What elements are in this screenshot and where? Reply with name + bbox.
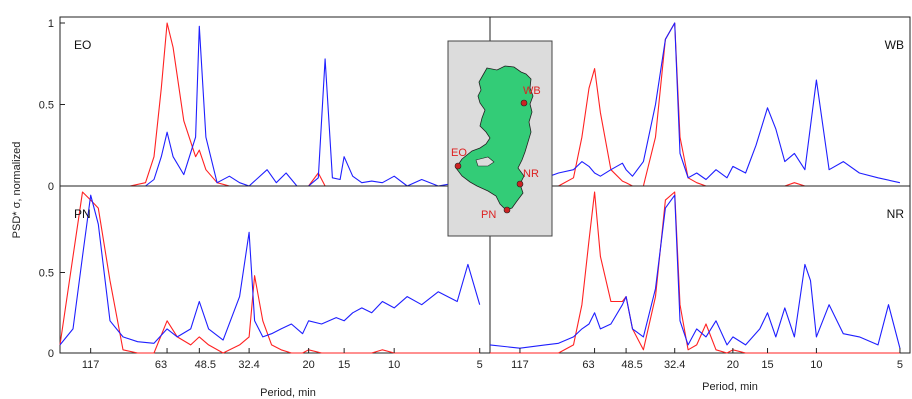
x-tick-label: 63 bbox=[582, 359, 594, 371]
x-tick-label: 117 bbox=[511, 359, 529, 371]
panel-frame bbox=[489, 16, 911, 187]
x-tick-label: 10 bbox=[388, 359, 400, 371]
x-tick-label: 15 bbox=[338, 359, 350, 371]
x-axis-label-left: Period, min bbox=[260, 387, 316, 399]
site-label: PN bbox=[481, 209, 496, 221]
panel-label: NR bbox=[887, 207, 905, 221]
panel-label: WB bbox=[885, 38, 904, 52]
series-line-blue bbox=[59, 194, 481, 346]
x-tick-label: 15 bbox=[761, 359, 773, 371]
island-inlet bbox=[475, 156, 495, 167]
panels: EO 0 0.5 1 WB PN 0 0.5 117 63 48.5 32.4 20 15 10 5 NR 117… bbox=[39, 16, 911, 371]
panel-frame bbox=[489, 185, 911, 354]
series-line-red bbox=[60, 22, 480, 187]
x-tick-label: 117 bbox=[82, 359, 100, 371]
site-label: WB bbox=[523, 85, 541, 97]
x-tick-label: 10 bbox=[810, 359, 822, 371]
panel-eo: EO 0 0.5 1 bbox=[39, 16, 491, 193]
x-tick-label: 32.4 bbox=[238, 359, 259, 371]
x-tick-label: 63 bbox=[155, 359, 167, 371]
site-label: NR bbox=[523, 168, 539, 180]
y-tick-label: 0 bbox=[48, 348, 54, 360]
panel-label: EO bbox=[74, 38, 91, 52]
x-tick-label: 48.5 bbox=[195, 359, 216, 371]
site-label: EO bbox=[451, 147, 467, 159]
panel-wb: WB bbox=[489, 16, 911, 187]
site-marker bbox=[520, 99, 528, 107]
y-tick-label: 0.5 bbox=[39, 100, 54, 112]
panel-frame bbox=[59, 185, 491, 354]
y-tick-label: 0.5 bbox=[39, 268, 54, 280]
site-marker bbox=[503, 206, 511, 214]
x-tick-label: 5 bbox=[477, 359, 483, 371]
site-marker bbox=[516, 180, 524, 188]
series-line-blue bbox=[489, 194, 901, 349]
panel-frame bbox=[59, 16, 491, 187]
y-tick-label: 1 bbox=[48, 18, 54, 30]
x-tick-label: 48.5 bbox=[621, 359, 642, 371]
x-axis-label-right: Period, min bbox=[702, 381, 758, 393]
series-line-blue bbox=[60, 25, 480, 187]
x-tick-label: 20 bbox=[303, 359, 315, 371]
y-tick-label: 0 bbox=[48, 181, 54, 193]
site-marker bbox=[454, 162, 462, 170]
x-tick-label: 20 bbox=[727, 359, 739, 371]
inset-markers: WB EO NR PN bbox=[451, 85, 541, 221]
series-line-blue bbox=[489, 22, 901, 184]
series-line-red bbox=[490, 191, 900, 354]
x-tick-label: 32.4 bbox=[664, 359, 685, 371]
y-axis-label: PSD* σ, normalized bbox=[11, 142, 23, 239]
panel-label: PN bbox=[74, 207, 91, 221]
series-line-red bbox=[59, 191, 480, 354]
inset-map: WB EO NR PN bbox=[447, 40, 553, 237]
panel-nr: NR 117 63 48.5 32.4 20 15 10 5 bbox=[489, 185, 911, 371]
x-tick-label: 5 bbox=[897, 359, 903, 371]
panel-pn: PN 0 0.5 117 63 48.5 32.4 20 15 10 5 bbox=[39, 185, 491, 371]
